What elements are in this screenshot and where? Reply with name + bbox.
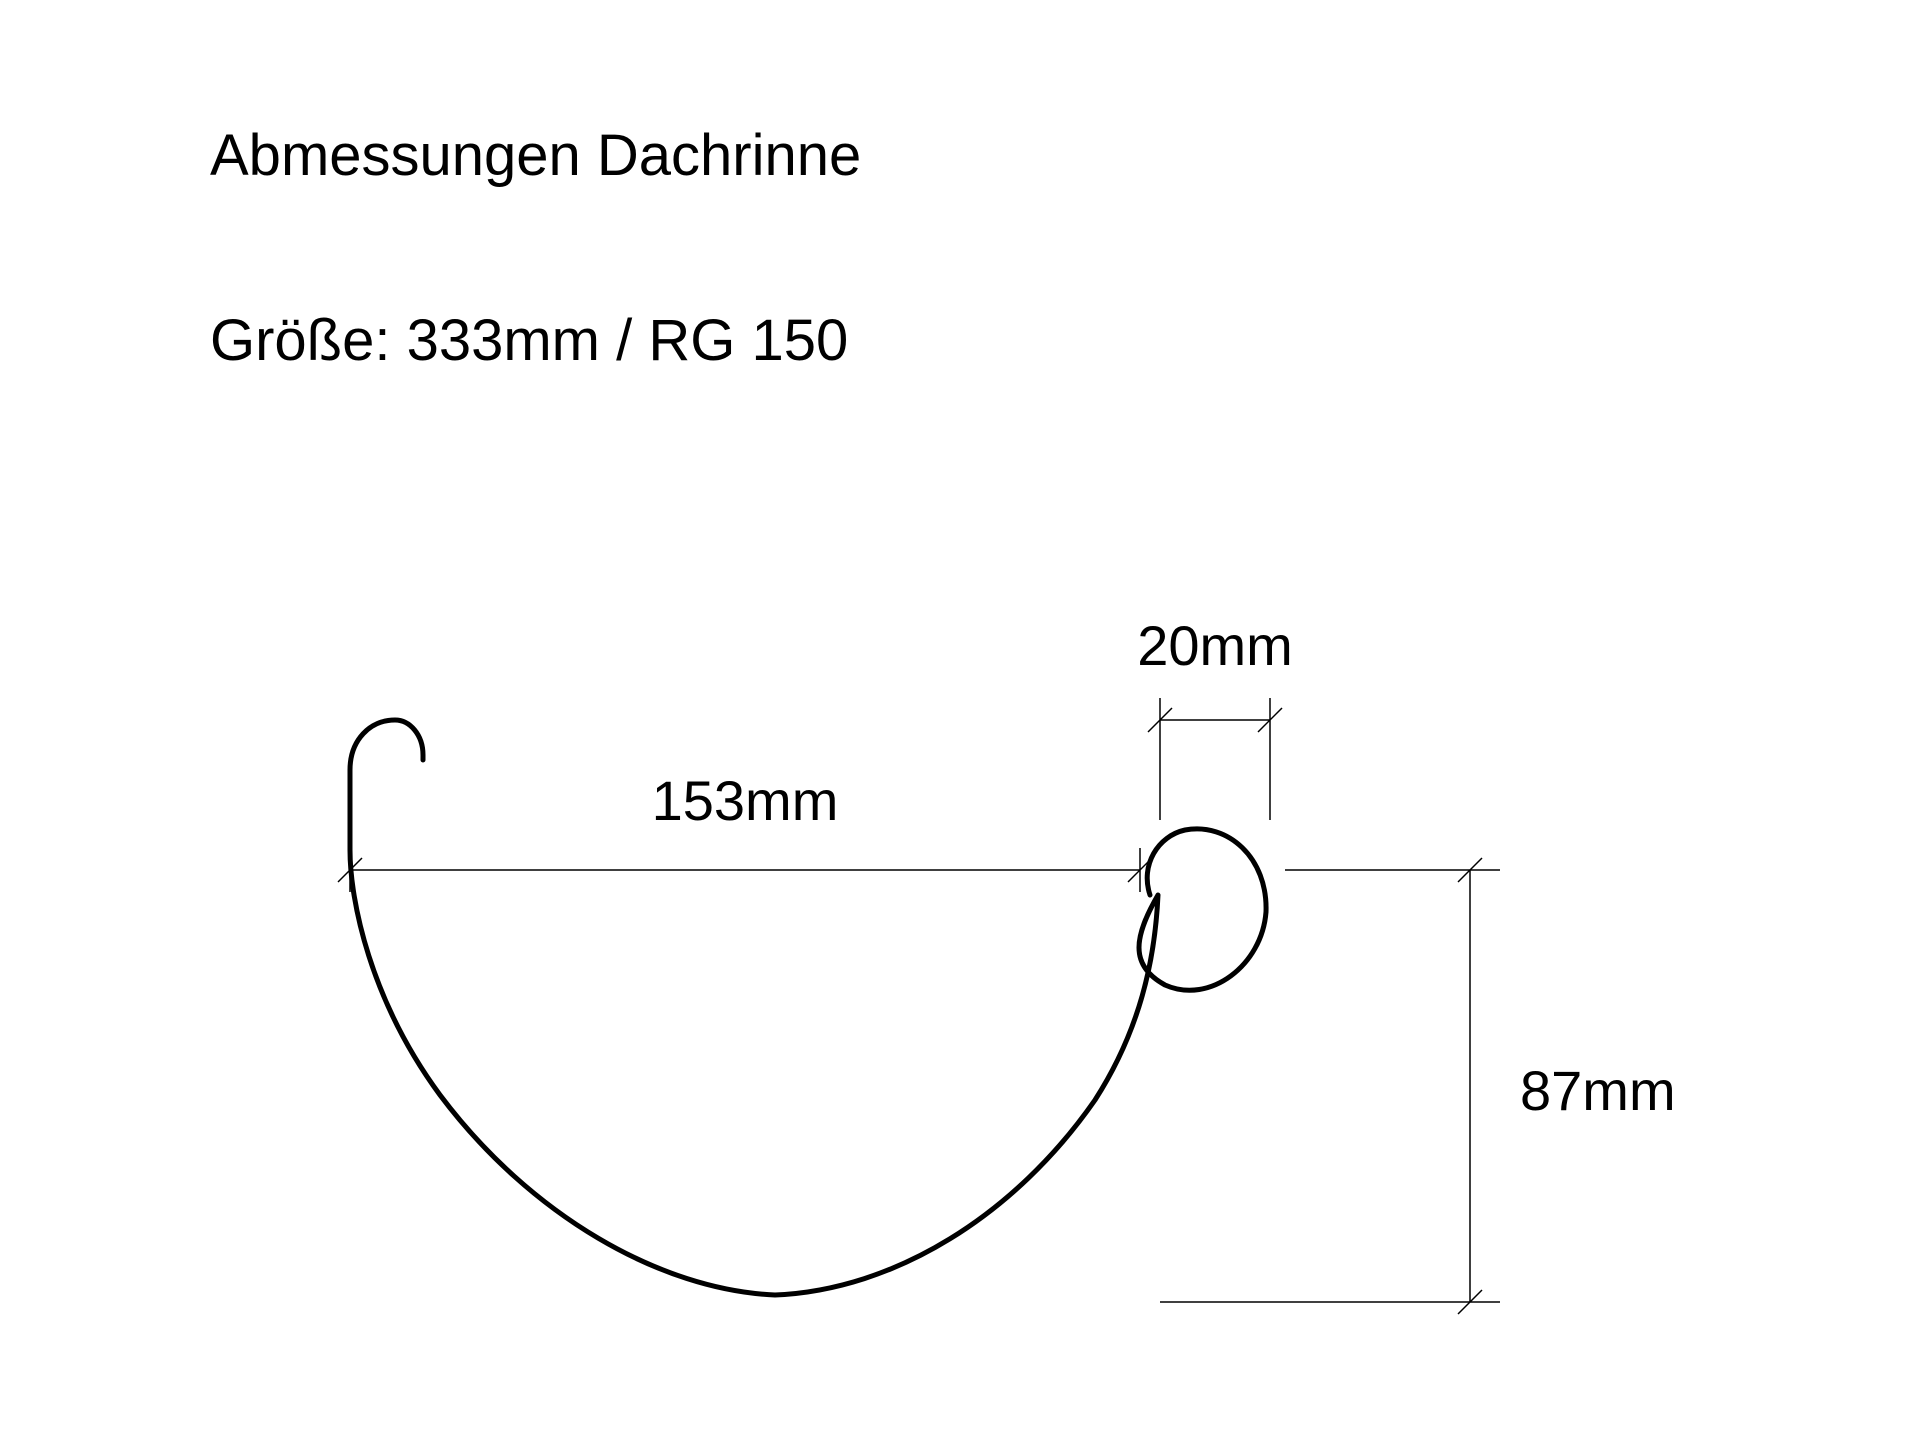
gutter-dimension-diagram: Abmessungen Dachrinne Größe: 333mm / RG … [0,0,1920,1440]
width-dimension-label: 153mm [652,769,839,832]
diagram-title: Abmessungen Dachrinne [210,123,861,188]
height-dimension-label: 87mm [1520,1059,1676,1122]
bead-dimension-label: 20mm [1137,614,1293,677]
size-label: Größe: 333mm / RG 150 [210,308,848,373]
background [0,0,1920,1440]
